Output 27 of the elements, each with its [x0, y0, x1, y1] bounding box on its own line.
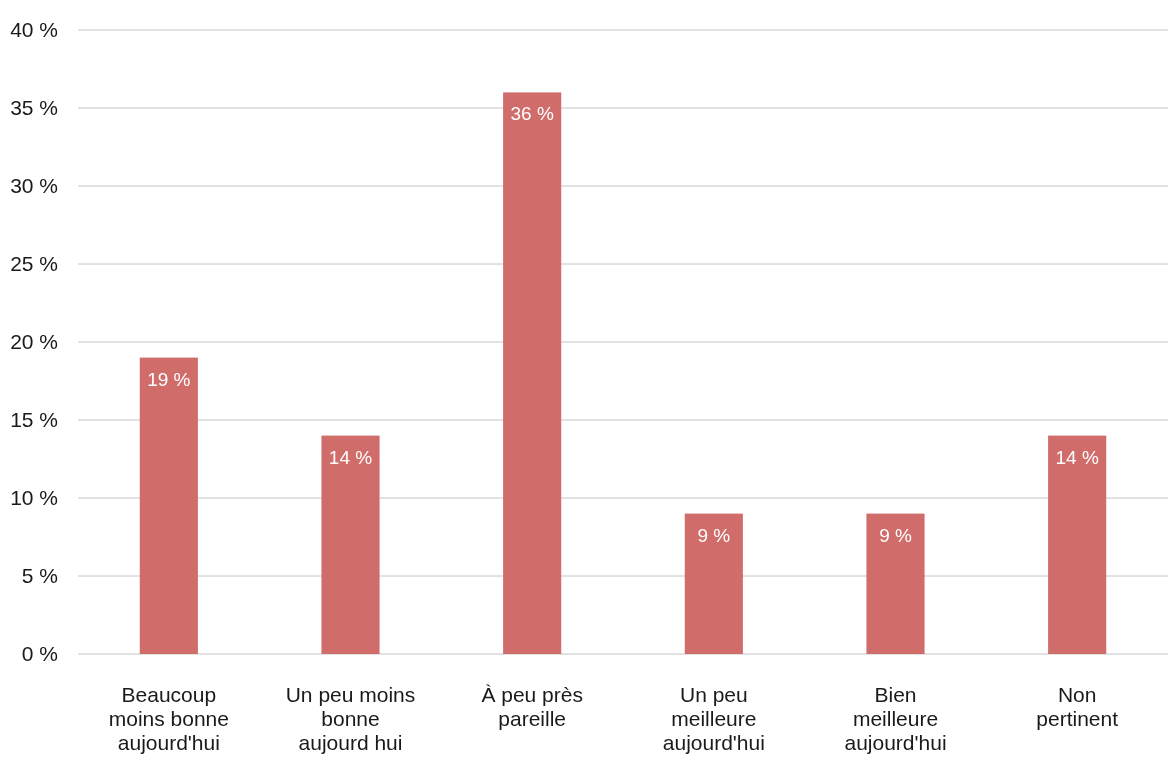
data-label: 9 %	[879, 524, 912, 546]
data-label: 19 %	[147, 368, 191, 390]
data-label: 36 %	[510, 103, 554, 125]
y-tick-label: 30 %	[10, 174, 58, 198]
y-tick-label: 10 %	[10, 486, 58, 510]
bar	[866, 513, 925, 654]
data-label: 14 %	[1055, 446, 1099, 468]
y-tick-label: 5 %	[21, 564, 58, 588]
bar	[684, 513, 743, 654]
bar	[139, 357, 198, 654]
bar	[1048, 435, 1107, 654]
x-tick-label: Bien meilleure aujourd'hui	[844, 683, 947, 754]
x-tick-label: Non pertinent	[1036, 683, 1119, 730]
y-tick-label: 35 %	[10, 96, 58, 120]
y-tick-label: 25 %	[10, 252, 58, 276]
bar	[503, 92, 562, 654]
y-tick-label: 0 %	[21, 642, 58, 666]
x-tick-label: À peu près pareille	[481, 683, 583, 730]
bar	[321, 435, 380, 654]
data-label: 9 %	[697, 524, 731, 546]
y-tick-label: 15 %	[10, 408, 58, 432]
x-tick-label: Un peu moins bonne aujourd hui	[285, 683, 416, 754]
x-tick-label: Un peu meilleure aujourd'hui	[662, 683, 765, 754]
data-label: 14 %	[328, 446, 373, 468]
y-tick-label: 20 %	[10, 330, 58, 354]
x-tick-label: Beaucoup moins bonne aujourd'hui	[108, 683, 229, 754]
y-tick-label: 40 %	[10, 18, 58, 42]
